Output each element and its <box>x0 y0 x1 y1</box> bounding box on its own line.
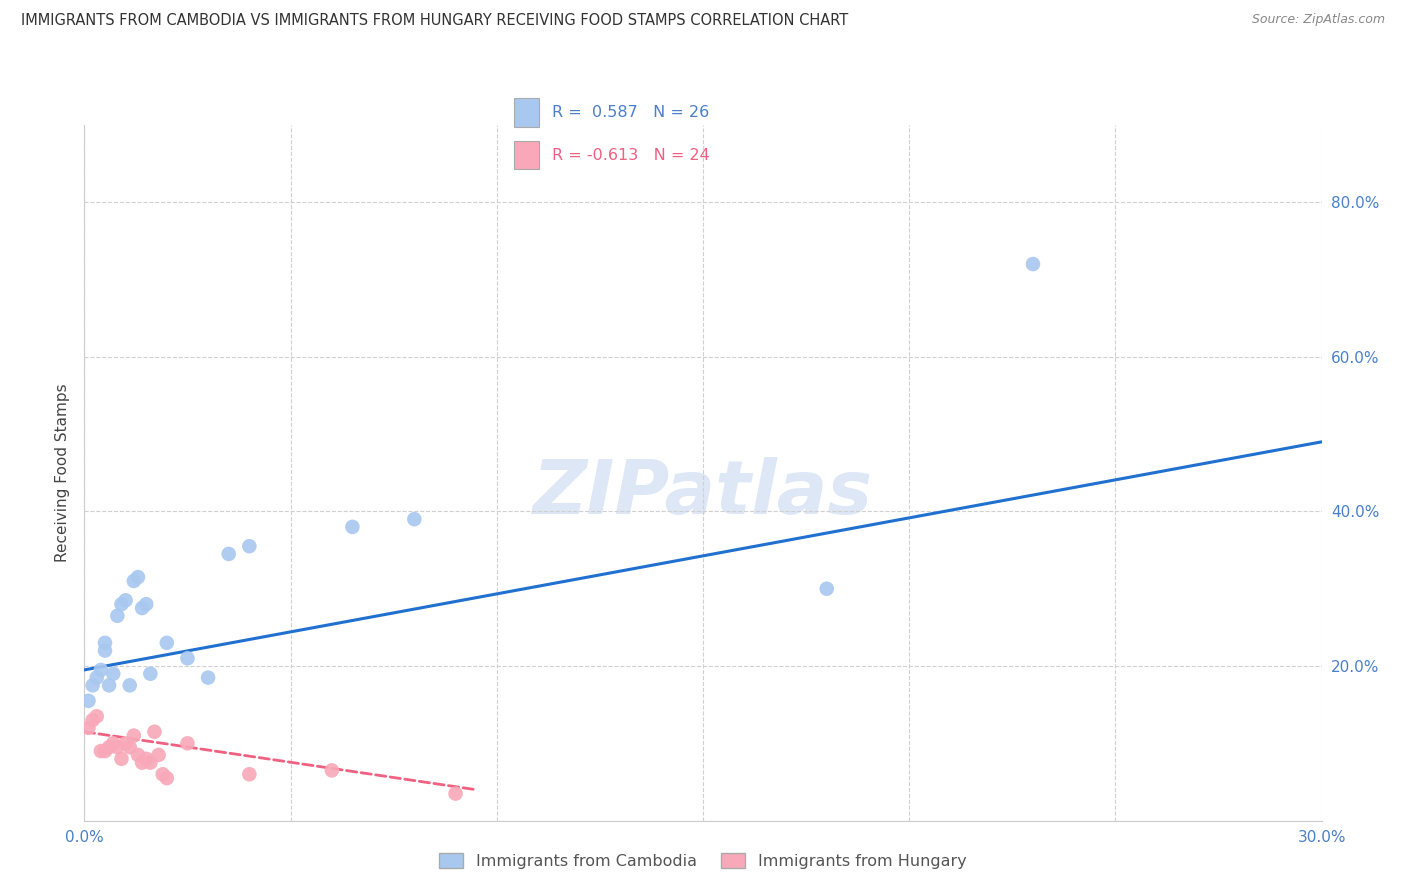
Point <box>238 767 260 781</box>
Text: R =  0.587   N = 26: R = 0.587 N = 26 <box>551 105 709 120</box>
Point <box>86 709 108 723</box>
Point <box>135 752 157 766</box>
Point <box>152 767 174 781</box>
Point <box>90 744 112 758</box>
Point <box>148 747 170 762</box>
Point <box>1022 257 1045 271</box>
Point <box>238 539 260 553</box>
Point <box>197 671 219 685</box>
Point <box>127 570 149 584</box>
Point <box>103 666 125 681</box>
Point <box>156 636 179 650</box>
Point <box>94 643 117 657</box>
Point <box>135 597 157 611</box>
FancyBboxPatch shape <box>513 98 538 127</box>
Y-axis label: Receiving Food Stamps: Receiving Food Stamps <box>55 384 70 562</box>
Point <box>90 663 112 677</box>
Point <box>122 729 145 743</box>
Point <box>77 694 100 708</box>
Legend: Immigrants from Cambodia, Immigrants from Hungary: Immigrants from Cambodia, Immigrants fro… <box>433 847 973 875</box>
Point <box>176 651 198 665</box>
Point <box>131 601 153 615</box>
Point <box>94 744 117 758</box>
Point <box>110 752 132 766</box>
Point <box>176 736 198 750</box>
Point <box>122 574 145 588</box>
Point <box>143 724 166 739</box>
Text: Source: ZipAtlas.com: Source: ZipAtlas.com <box>1251 13 1385 27</box>
FancyBboxPatch shape <box>513 141 538 169</box>
Text: ZIPatlas: ZIPatlas <box>533 457 873 530</box>
Point <box>156 771 179 785</box>
Point <box>114 736 136 750</box>
Point <box>98 678 121 692</box>
Point <box>86 671 108 685</box>
Point <box>118 678 141 692</box>
Point <box>321 764 343 778</box>
Point <box>82 713 104 727</box>
Point <box>404 512 426 526</box>
Point <box>444 787 467 801</box>
Point <box>127 747 149 762</box>
Point <box>815 582 838 596</box>
Point <box>114 593 136 607</box>
Point <box>342 520 364 534</box>
Point <box>131 756 153 770</box>
Point <box>103 736 125 750</box>
Point <box>139 756 162 770</box>
Point <box>105 608 128 623</box>
Text: R = -0.613   N = 24: R = -0.613 N = 24 <box>551 148 710 162</box>
Text: IMMIGRANTS FROM CAMBODIA VS IMMIGRANTS FROM HUNGARY RECEIVING FOOD STAMPS CORREL: IMMIGRANTS FROM CAMBODIA VS IMMIGRANTS F… <box>21 13 848 29</box>
Point <box>82 678 104 692</box>
Point <box>77 721 100 735</box>
Point <box>94 636 117 650</box>
Point <box>105 740 128 755</box>
Point <box>139 666 162 681</box>
Point <box>118 740 141 755</box>
Point <box>98 740 121 755</box>
Point <box>110 597 132 611</box>
Point <box>218 547 240 561</box>
